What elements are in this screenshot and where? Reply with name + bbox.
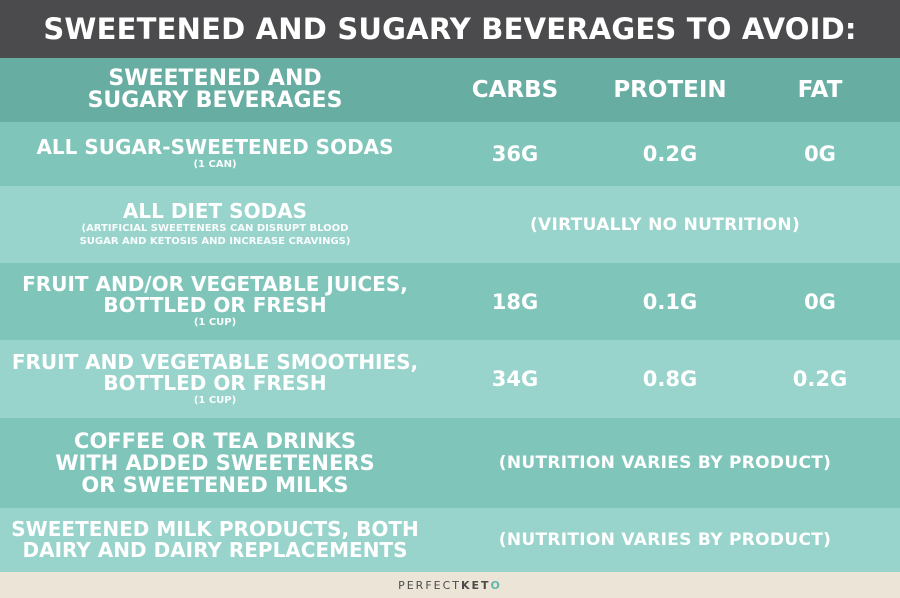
row-protein: 0.1G xyxy=(642,289,698,314)
row-carbs: 34G xyxy=(491,367,539,391)
row-carbs: 36G xyxy=(491,142,539,166)
row-span-note: (NUTRITION VARIES BY PRODUCT) xyxy=(498,530,832,550)
table-row: FRUIT AND/OR VEGETABLE JUICES, BOTTLED O… xyxy=(0,263,900,340)
row-name-line: WITH ADDED SWEETENERS xyxy=(55,451,375,475)
table-header: SWEETENED AND SUGARY BEVERAGES CARBS PRO… xyxy=(0,58,900,122)
row-name-cell: SWEETENED MILK PRODUCTS, BOTH DAIRY AND … xyxy=(0,508,430,572)
row-name-cell: FRUIT AND VEGETABLE SMOOTHIES, BOTTLED O… xyxy=(0,340,430,418)
row-name-line: COFFEE OR TEA DRINKS xyxy=(74,429,356,453)
row-name-line: ALL DIET SODAS xyxy=(122,199,308,223)
header-carbs: CARBS xyxy=(471,77,559,103)
header-protein: PROTEIN xyxy=(613,77,727,103)
row-protein: 0.2G xyxy=(642,142,698,166)
row-span-note: (NUTRITION VARIES BY PRODUCT) xyxy=(498,453,832,473)
brand-logo: PERFECT KET O xyxy=(0,572,900,598)
row-name-line: OR SWEETENED MILKS xyxy=(81,473,349,497)
row-name-cell: ALL DIET SODAS (ARTIFICIAL SWEETENERS CA… xyxy=(0,186,430,263)
row-name-line: BOTTLED OR FRESH xyxy=(103,370,327,395)
row-fat: 0G xyxy=(804,289,836,314)
row-carbs: 18G xyxy=(491,289,539,314)
row-fat: 0G xyxy=(804,142,836,166)
row-name-cell: ALL SUGAR-SWEETENED SODAS (1 CAN) xyxy=(0,122,430,186)
row-span-note: (VIRTUALLY NO NUTRITION) xyxy=(529,214,801,235)
row-name-line: ALL SUGAR-SWEETENED SODAS xyxy=(36,135,394,159)
row-name-cell: COFFEE OR TEA DRINKS WITH ADDED SWEETENE… xyxy=(0,418,430,508)
brand-text-strong: KET xyxy=(461,578,491,592)
brand-text: PERFECT xyxy=(398,578,461,592)
row-name-line: BOTTLED OR FRESH xyxy=(103,293,327,317)
row-note-line: SUGAR AND KETOSIS AND INCREASE CRAVINGS) xyxy=(79,236,351,247)
table-row: COFFEE OR TEA DRINKS WITH ADDED SWEETENE… xyxy=(0,418,900,508)
row-note-line: (1 CUP) xyxy=(193,317,237,328)
header-name-cell: SWEETENED AND SUGARY BEVERAGES xyxy=(0,58,430,122)
row-note-line: (1 CAN) xyxy=(193,159,237,170)
row-fat: 0.2G xyxy=(792,367,848,391)
row-note-line: (1 CUP) xyxy=(193,394,237,406)
table-row: ALL SUGAR-SWEETENED SODAS (1 CAN) 36G 0.… xyxy=(0,122,900,186)
row-name-line: DAIRY AND DAIRY REPLACEMENTS xyxy=(22,538,408,562)
beverage-table: SWEETENED AND SUGARY BEVERAGES CARBS PRO… xyxy=(0,58,900,572)
row-name-cell: FRUIT AND/OR VEGETABLE JUICES, BOTTLED O… xyxy=(0,263,430,340)
row-note-line: (ARTIFICIAL SWEETENERS CAN DISRUPT BLOOD xyxy=(81,223,349,234)
table-row: SWEETENED MILK PRODUCTS, BOTH DAIRY AND … xyxy=(0,508,900,572)
row-protein: 0.8G xyxy=(642,367,698,391)
table-row: FRUIT AND VEGETABLE SMOOTHIES, BOTTLED O… xyxy=(0,340,900,418)
brand-accent-letter: O xyxy=(490,578,502,592)
row-name-line: FRUIT AND/OR VEGETABLE JUICES, xyxy=(22,272,408,296)
row-name-line: SWEETENED MILK PRODUCTS, BOTH xyxy=(11,517,419,541)
row-name-line: FRUIT AND VEGETABLE SMOOTHIES, xyxy=(11,349,419,374)
header-name-line: SWEETENED AND xyxy=(108,66,322,91)
header-name-line: SUGARY BEVERAGES xyxy=(87,88,343,113)
table-row: ALL DIET SODAS (ARTIFICIAL SWEETENERS CA… xyxy=(0,186,900,263)
page-title: SWEETENED AND SUGARY BEVERAGES TO AVOID: xyxy=(0,0,900,58)
header-fat: FAT xyxy=(797,77,843,103)
